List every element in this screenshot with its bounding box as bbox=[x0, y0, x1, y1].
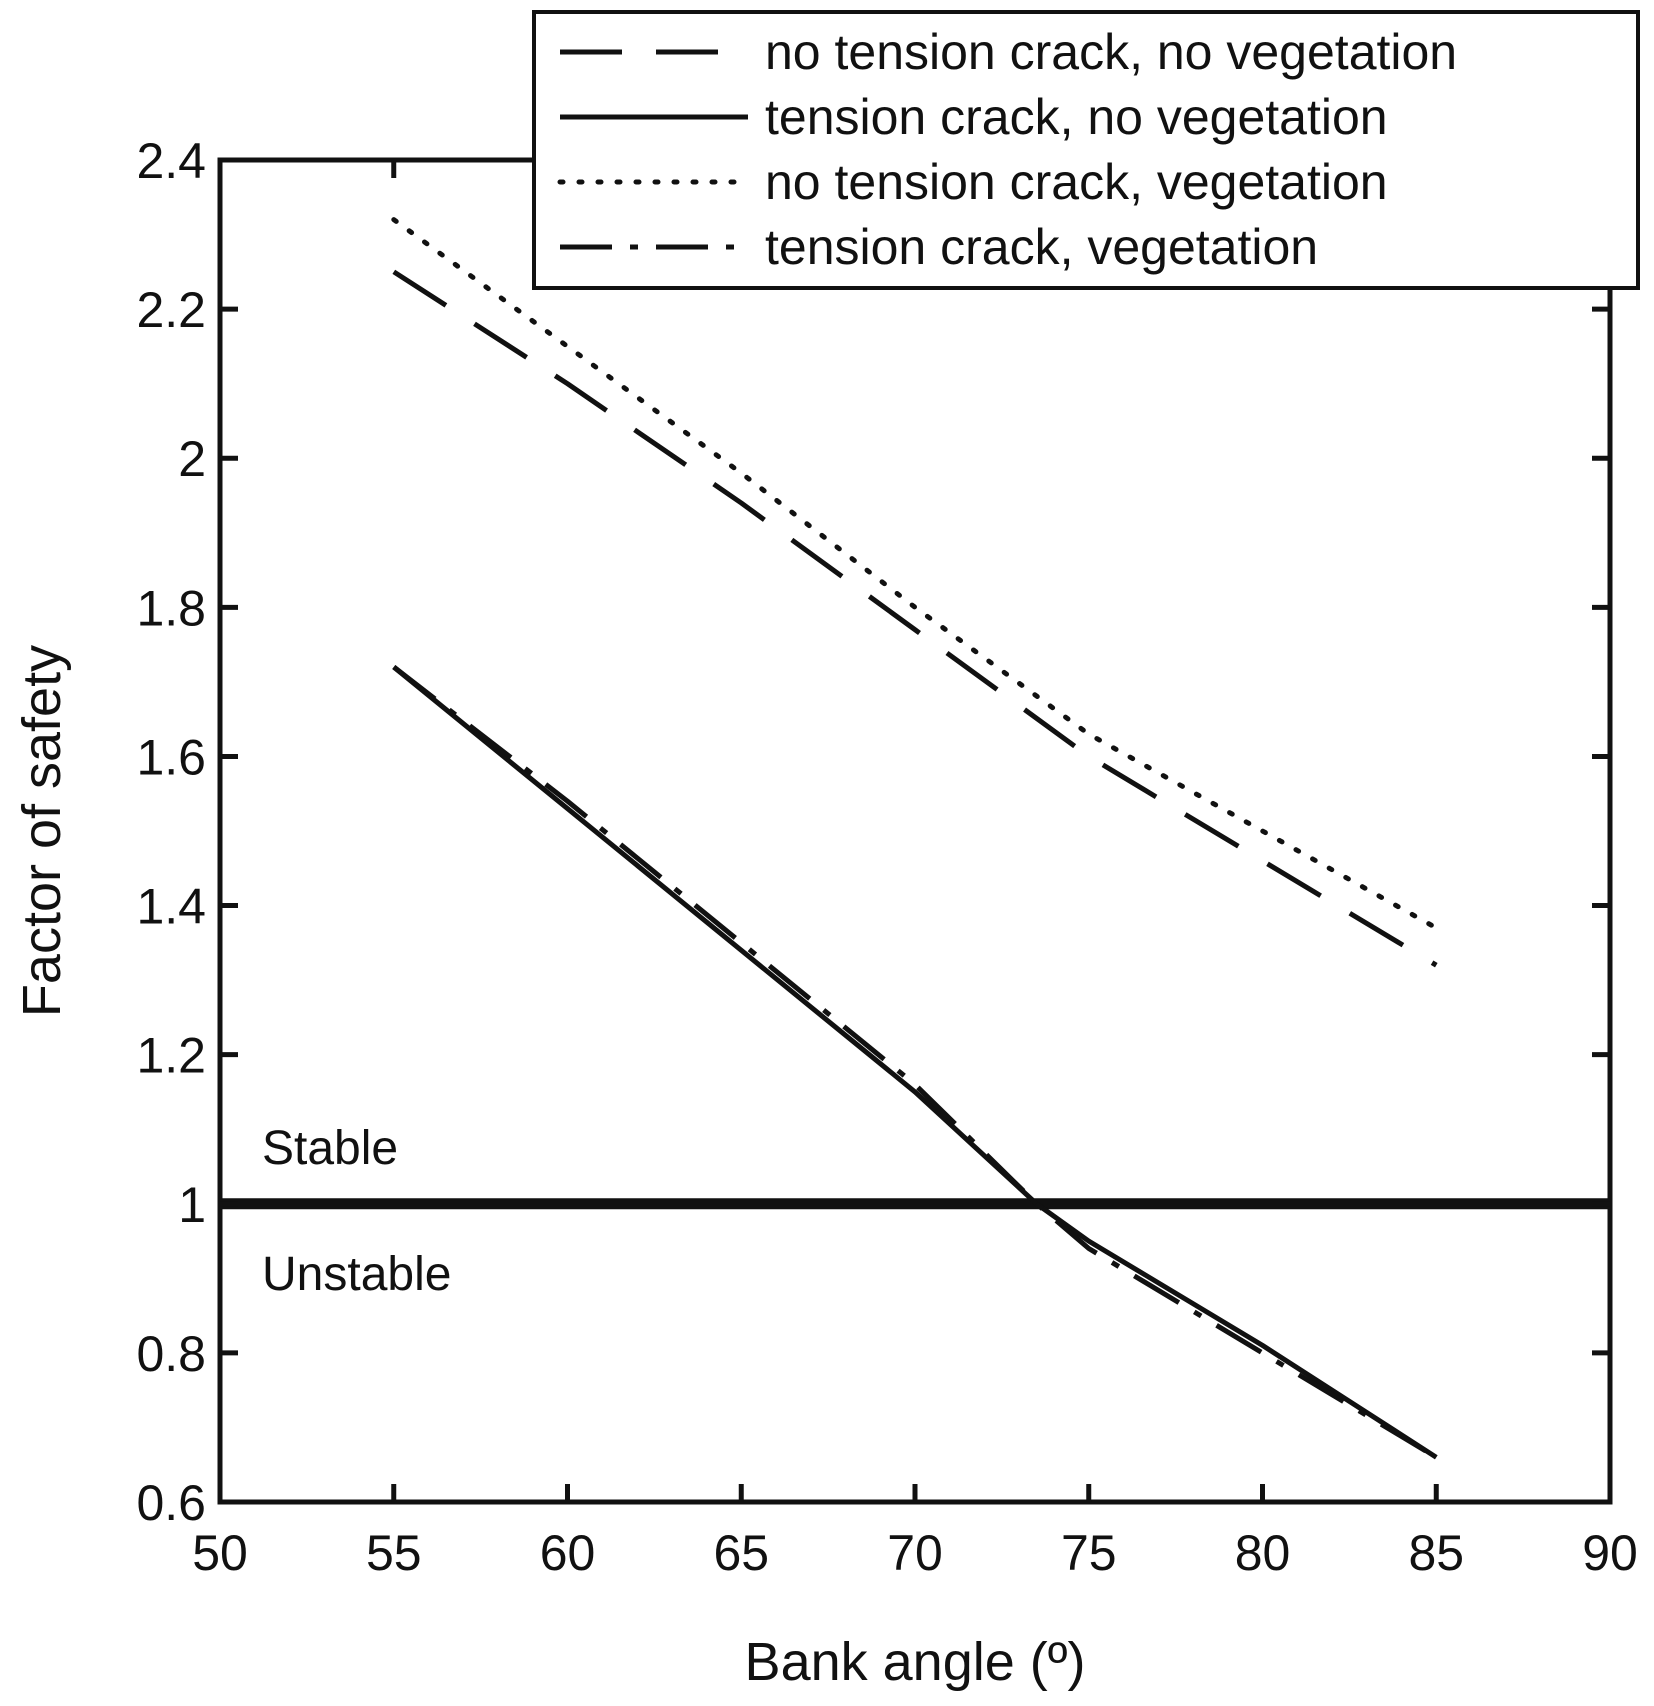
series-line-2 bbox=[391, 217, 1439, 931]
x-tick-label: 85 bbox=[1408, 1525, 1464, 1581]
y-tick-label: 2 bbox=[178, 431, 206, 487]
series-line-3 bbox=[392, 665, 1438, 1460]
legend-label-2: no tension crack, vegetation bbox=[765, 154, 1388, 210]
unstable-label: Unstable bbox=[262, 1248, 451, 1301]
legend-box bbox=[532, 10, 1640, 290]
y-tick-label: 1.2 bbox=[136, 1028, 206, 1084]
legend: no tension crack, no vegetation tension c… bbox=[532, 10, 1640, 290]
y-tick-label: 0.6 bbox=[136, 1475, 206, 1531]
x-tick-label: 75 bbox=[1061, 1525, 1117, 1581]
x-tick-label: 80 bbox=[1235, 1525, 1291, 1581]
y-tick-label: 1.4 bbox=[136, 879, 206, 935]
x-tick-label: 50 bbox=[192, 1525, 248, 1581]
x-tick-label: 55 bbox=[366, 1525, 422, 1581]
y-tick-label: 1.8 bbox=[136, 580, 206, 636]
x-tick-label: 60 bbox=[540, 1525, 596, 1581]
x-tick-label: 90 bbox=[1582, 1525, 1638, 1581]
y-tick-label: 0.8 bbox=[136, 1326, 206, 1382]
legend-label-1: tension crack, no vegetation bbox=[765, 89, 1388, 145]
y-tick-label: 2.2 bbox=[136, 282, 206, 338]
legend-label-0: no tension crack, no vegetation bbox=[765, 24, 1457, 80]
y-axis-title: Factor of safety bbox=[12, 645, 72, 1017]
y-tick-label: 2.4 bbox=[136, 133, 206, 189]
series-line-0 bbox=[392, 269, 1438, 968]
stable-label: Stable bbox=[262, 1122, 398, 1175]
y-tick-label: 1.6 bbox=[136, 729, 206, 785]
plot-layer: 50 55 60 65 70 75 80 85 90 0.6 0.8 1 1.2 1.4 1.6 1.8 2 2.… bbox=[12, 133, 1638, 1692]
x-axis-title: Bank angle (º) bbox=[745, 1632, 1086, 1692]
x-tick-label: 65 bbox=[713, 1525, 769, 1581]
series-line-1 bbox=[392, 665, 1438, 1460]
x-tick-label: 70 bbox=[887, 1525, 943, 1581]
y-tick-label: 1 bbox=[178, 1177, 206, 1233]
legend-label-3: tension crack, vegetation bbox=[765, 219, 1318, 275]
